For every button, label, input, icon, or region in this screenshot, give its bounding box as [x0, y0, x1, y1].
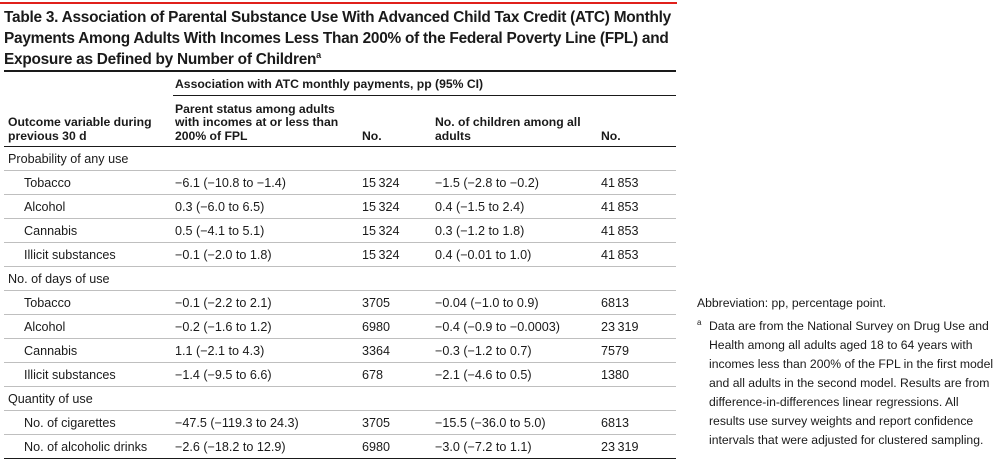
cell-parent-n: 15 324 [362, 224, 400, 238]
table-row: Cannabis 1.1 (−2.1 to 4.3) 3364 −0.3 (−1.2 … [4, 339, 676, 363]
footnote-a: a Data are from the National Survey on D… [697, 317, 997, 449]
cell-children-n: 41 853 [601, 248, 639, 262]
cell-children-estimate: 0.4 (−0.01 to 1.0) [435, 248, 532, 262]
cell-parent-estimate: −1.4 (−9.5 to 6.6) [175, 368, 272, 382]
header-outcome: Outcome variable during previous 30 d [8, 115, 152, 143]
cell-parent-n: 15 324 [362, 176, 400, 190]
spanner-label: Association with ATC monthly payments, p… [175, 77, 484, 91]
cell-children-estimate: −3.0 (−7.2 to 1.1) [435, 440, 532, 454]
cell-parent-n: 3705 [362, 296, 391, 310]
cell-children-estimate: −0.3 (−1.2 to 0.7) [435, 344, 532, 358]
cell-children-n: 6813 [601, 416, 630, 430]
cell-parent-n: 6980 [362, 440, 391, 454]
table-title-text: Table 3. Association of Parental Substan… [4, 9, 671, 68]
column-spanner: Association with ATC monthly payments, p… [173, 72, 676, 96]
cell-parent-estimate: 0.5 (−4.1 to 5.1) [175, 224, 265, 238]
footnote-text: Data are from the National Survey on Dru… [709, 319, 994, 447]
cell-children-estimate: −15.5 (−36.0 to 5.0) [435, 416, 546, 430]
row-outcome: No. of alcoholic drinks [24, 440, 148, 454]
cell-children-estimate: 0.4 (−1.5 to 2.4) [435, 200, 525, 214]
title-top-rule [0, 2, 677, 4]
cell-children-estimate: −2.1 (−4.6 to 0.5) [435, 368, 532, 382]
row-outcome: Cannabis [24, 344, 78, 358]
table-row: Cannabis 0.5 (−4.1 to 5.1) 15 324 0.3 (−1.2… [4, 219, 676, 243]
cell-parent-estimate: 1.1 (−2.1 to 4.3) [175, 344, 265, 358]
cell-parent-n: 15 324 [362, 200, 400, 214]
table-top-rule [4, 70, 676, 72]
cell-children-n: 7579 [601, 344, 630, 358]
results-table: Association with ATC monthly payments, p… [4, 70, 676, 459]
cell-children-n: 23 319 [601, 440, 639, 454]
table-row: Alcohol 0.3 (−6.0 to 6.5) 15 324 0.4 (−1.5 … [4, 195, 676, 219]
cell-parent-estimate: −6.1 (−10.8 to −1.4) [175, 176, 286, 190]
cell-children-n: 41 853 [601, 224, 639, 238]
section-row: Probability of any use [4, 147, 676, 171]
cell-parent-n: 678 [362, 368, 384, 382]
row-outcome: Cannabis [24, 224, 78, 238]
table-notes: Abbreviation: pp, percentage point. a Da… [697, 294, 997, 450]
cell-children-estimate: 0.3 (−1.2 to 1.8) [435, 224, 525, 238]
table-row: Tobacco −0.1 (−2.2 to 2.1) 3705 −0.04 (−1.0… [4, 291, 676, 315]
cell-children-estimate: −0.4 (−0.9 to −0.0003) [435, 320, 560, 334]
table-row: Illicit substances −0.1 (−2.0 to 1.8) 15 3… [4, 243, 676, 267]
row-outcome: Alcohol [24, 320, 66, 334]
header-parent-status: Parent status among adults with incomes … [175, 101, 339, 143]
header-no-1: No. [362, 128, 382, 143]
cell-children-n: 6813 [601, 296, 630, 310]
section-row: No. of days of use [4, 267, 676, 291]
table-row: Alcohol −0.2 (−1.6 to 1.2) 6980 −0.4 (−0.9 … [4, 315, 676, 339]
cell-parent-estimate: −47.5 (−119.3 to 24.3) [175, 416, 299, 430]
section-row: Quantity of use [4, 387, 676, 411]
cell-children-n: 1380 [601, 368, 630, 382]
row-outcome: Illicit substances [24, 248, 116, 262]
cell-parent-estimate: −0.1 (−2.2 to 2.1) [175, 296, 272, 310]
footnote-mark: a [697, 318, 702, 328]
row-outcome: Tobacco [24, 296, 71, 310]
section-label: No. of days of use [8, 272, 110, 286]
cell-parent-n: 15 324 [362, 248, 400, 262]
header-no-2: No. [601, 128, 621, 143]
cell-children-n: 41 853 [601, 200, 639, 214]
header-children: No. of children among all adults [435, 115, 581, 143]
table-row: No. of cigarettes −47.5 (−119.3 to 24.3) 3… [4, 411, 676, 435]
table-body: Probability of any use Tobacco −6.1 (−10.8… [4, 147, 676, 459]
cell-children-n: 23 319 [601, 320, 639, 334]
row-outcome: Tobacco [24, 176, 71, 190]
row-outcome: Illicit substances [24, 368, 116, 382]
table-header: Outcome variable during previous 30 d Pa… [4, 96, 676, 147]
cell-parent-n: 3364 [362, 344, 391, 358]
table-row: No. of alcoholic drinks −2.6 (−18.2 to 12… [4, 435, 676, 459]
section-label: Probability of any use [8, 152, 129, 166]
abbreviation-note: Abbreviation: pp, percentage point. [697, 296, 887, 310]
cell-parent-estimate: −2.6 (−18.2 to 12.9) [175, 440, 286, 454]
title-footnote-mark: a [316, 49, 321, 60]
row-outcome: No. of cigarettes [24, 416, 116, 430]
table-row: Illicit substances −1.4 (−9.5 to 6.6) 678 −… [4, 363, 676, 387]
row-outcome: Alcohol [24, 200, 66, 214]
table-title: Table 3. Association of Parental Substan… [4, 7, 676, 70]
section-label: Quantity of use [8, 392, 93, 406]
table-row: Tobacco −6.1 (−10.8 to −1.4) 15 324 −1.5 (−… [4, 171, 676, 195]
cell-children-n: 41 853 [601, 176, 639, 190]
cell-parent-n: 3705 [362, 416, 391, 430]
cell-parent-estimate: 0.3 (−6.0 to 6.5) [175, 200, 265, 214]
cell-parent-estimate: −0.2 (−1.6 to 1.2) [175, 320, 272, 334]
cell-parent-estimate: −0.1 (−2.0 to 1.8) [175, 248, 272, 262]
cell-children-estimate: −0.04 (−1.0 to 0.9) [435, 296, 539, 310]
cell-parent-n: 6980 [362, 320, 391, 334]
cell-children-estimate: −1.5 (−2.8 to −0.2) [435, 176, 539, 190]
